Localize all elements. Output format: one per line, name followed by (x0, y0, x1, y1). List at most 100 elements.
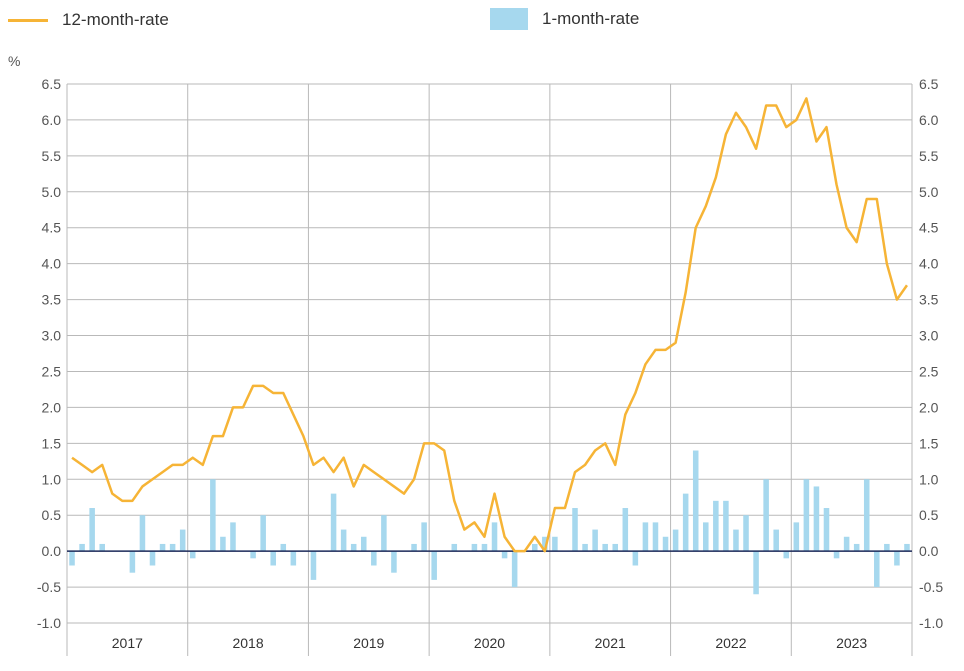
left-y-tick-label: -0.5 (37, 579, 61, 595)
bar-one-month-rate (793, 522, 800, 552)
bar-one-month-rate (340, 529, 347, 552)
bar-one-month-rate (501, 551, 508, 559)
left-y-tick-label: 4.0 (42, 256, 62, 272)
bar-one-month-rate (874, 551, 880, 588)
bar-one-month-rate (672, 529, 679, 552)
bar-one-month-rate (763, 479, 769, 552)
bar-one-month-rate (884, 543, 890, 552)
y-axis-unit-label: % (8, 53, 20, 69)
year-label: 2022 (715, 635, 746, 651)
right-y-tick-label: 2.5 (919, 363, 939, 379)
right-y-tick-label: 0.0 (919, 543, 939, 559)
bar-one-month-rate (682, 493, 689, 552)
bar-one-month-rate (189, 551, 196, 559)
bar-one-month-rate (360, 536, 367, 552)
bar-one-month-rate (169, 543, 176, 552)
bar-one-month-rate (481, 543, 488, 552)
bar-one-month-rate (894, 551, 900, 566)
left-y-tick-label: 0.5 (42, 507, 62, 523)
bar-one-month-rate (622, 508, 629, 552)
bar-one-month-rate (582, 543, 588, 552)
bar-one-month-rate (310, 551, 317, 580)
bar-one-month-rate (863, 479, 870, 552)
bar-one-month-rate (753, 551, 759, 595)
bar-one-month-rate (491, 522, 498, 552)
left-y-tick-label: 4.5 (42, 220, 62, 236)
right-y-tick-label: 1.5 (919, 435, 939, 451)
bar-one-month-rate (330, 493, 337, 552)
x-axis-year-labels: 2017 2018 2019 2020 2021 2022 2023 (112, 635, 868, 651)
bar-one-month-rate (391, 551, 397, 573)
bar-one-month-rate (220, 536, 226, 552)
bar-one-month-rate (280, 543, 287, 552)
bar-one-month-rate (542, 536, 548, 552)
bar-one-month-rate (270, 551, 276, 566)
right-y-axis-ticks: 6.5 6.0 5.5 5.0 4.5 4.0 3.5 3.0 2.5 2.0 1.5 1.0 0.5 0… (919, 76, 943, 631)
bar-one-month-rate (813, 486, 820, 552)
bar-one-month-rate (652, 522, 659, 552)
bar-one-month-rate (692, 450, 699, 552)
bar-one-month-rate (431, 551, 437, 580)
right-y-tick-label: 4.0 (919, 256, 939, 272)
grid-lines (66, 83, 913, 656)
bar-one-month-rate (803, 479, 810, 552)
bar-one-month-rate (904, 543, 910, 552)
left-y-tick-label: 1.0 (42, 471, 62, 487)
left-y-tick-label: 1.5 (42, 435, 62, 451)
twelve-month-rate-line (71, 97, 908, 553)
legend-bar-swatch (490, 8, 528, 30)
bar-one-month-rate (230, 522, 236, 552)
right-y-tick-label: 0.5 (919, 507, 939, 523)
left-y-tick-label: 0.0 (42, 543, 62, 559)
bar-one-month-rate (703, 522, 709, 552)
bar-one-month-rate (592, 529, 598, 552)
left-y-tick-label: 2.5 (42, 363, 62, 379)
bar-one-month-rate (723, 500, 729, 552)
left-y-tick-label: -1.0 (37, 615, 61, 631)
bar-one-month-rate (159, 543, 166, 552)
bar-one-month-rate (783, 551, 790, 559)
bar-one-month-rate (642, 522, 649, 552)
legend-bar-item: 1-month-rate (490, 6, 639, 32)
right-y-tick-label: -1.0 (919, 615, 943, 631)
left-y-axis-ticks: 6.5 6.0 5.5 5.0 4.5 4.0 3.5 3.0 2.5 2.0 1.5 1.0 0.5 0… (37, 76, 61, 631)
year-label: 2023 (836, 635, 867, 651)
right-y-tick-label: 5.5 (919, 148, 939, 164)
bar-one-month-rate (350, 543, 357, 552)
year-label: 2021 (595, 635, 626, 651)
bar-one-month-rate (260, 515, 266, 552)
right-y-tick-label: 2.0 (919, 399, 939, 415)
left-y-tick-label: 3.5 (42, 292, 62, 308)
bar-one-month-rate (632, 551, 639, 566)
bar-one-month-rate (773, 529, 779, 552)
right-y-tick-label: 5.0 (919, 184, 939, 200)
year-label: 2018 (232, 635, 263, 651)
bar-one-month-rate (381, 515, 387, 552)
bar-one-month-rate (79, 543, 85, 552)
bar-one-month-rate (451, 543, 458, 552)
legend-line-label: 12-month-rate (62, 10, 169, 29)
year-label: 2017 (112, 635, 143, 651)
one-month-rate-bars (69, 450, 910, 595)
bar-one-month-rate (371, 551, 377, 566)
right-y-tick-label: 3.5 (919, 292, 939, 308)
bar-one-month-rate (411, 543, 417, 552)
bar-one-month-rate (511, 551, 518, 588)
bar-one-month-rate (733, 529, 739, 552)
bar-one-month-rate (69, 551, 75, 566)
bar-one-month-rate (290, 551, 297, 566)
bar-one-month-rate (532, 543, 538, 552)
bar-one-month-rate (853, 543, 860, 552)
bar-one-month-rate (89, 508, 95, 552)
bar-one-month-rate (250, 551, 256, 559)
bar-one-month-rate (843, 536, 850, 552)
bar-one-month-rate (99, 543, 105, 552)
legend-line-swatch (8, 18, 48, 22)
left-y-tick-label: 5.5 (42, 148, 62, 164)
right-y-tick-label: 1.0 (919, 471, 939, 487)
bar-one-month-rate (139, 515, 146, 552)
bar-one-month-rate (602, 543, 608, 552)
bar-one-month-rate (471, 543, 478, 552)
bar-one-month-rate (421, 522, 427, 552)
bar-one-month-rate (743, 515, 749, 552)
